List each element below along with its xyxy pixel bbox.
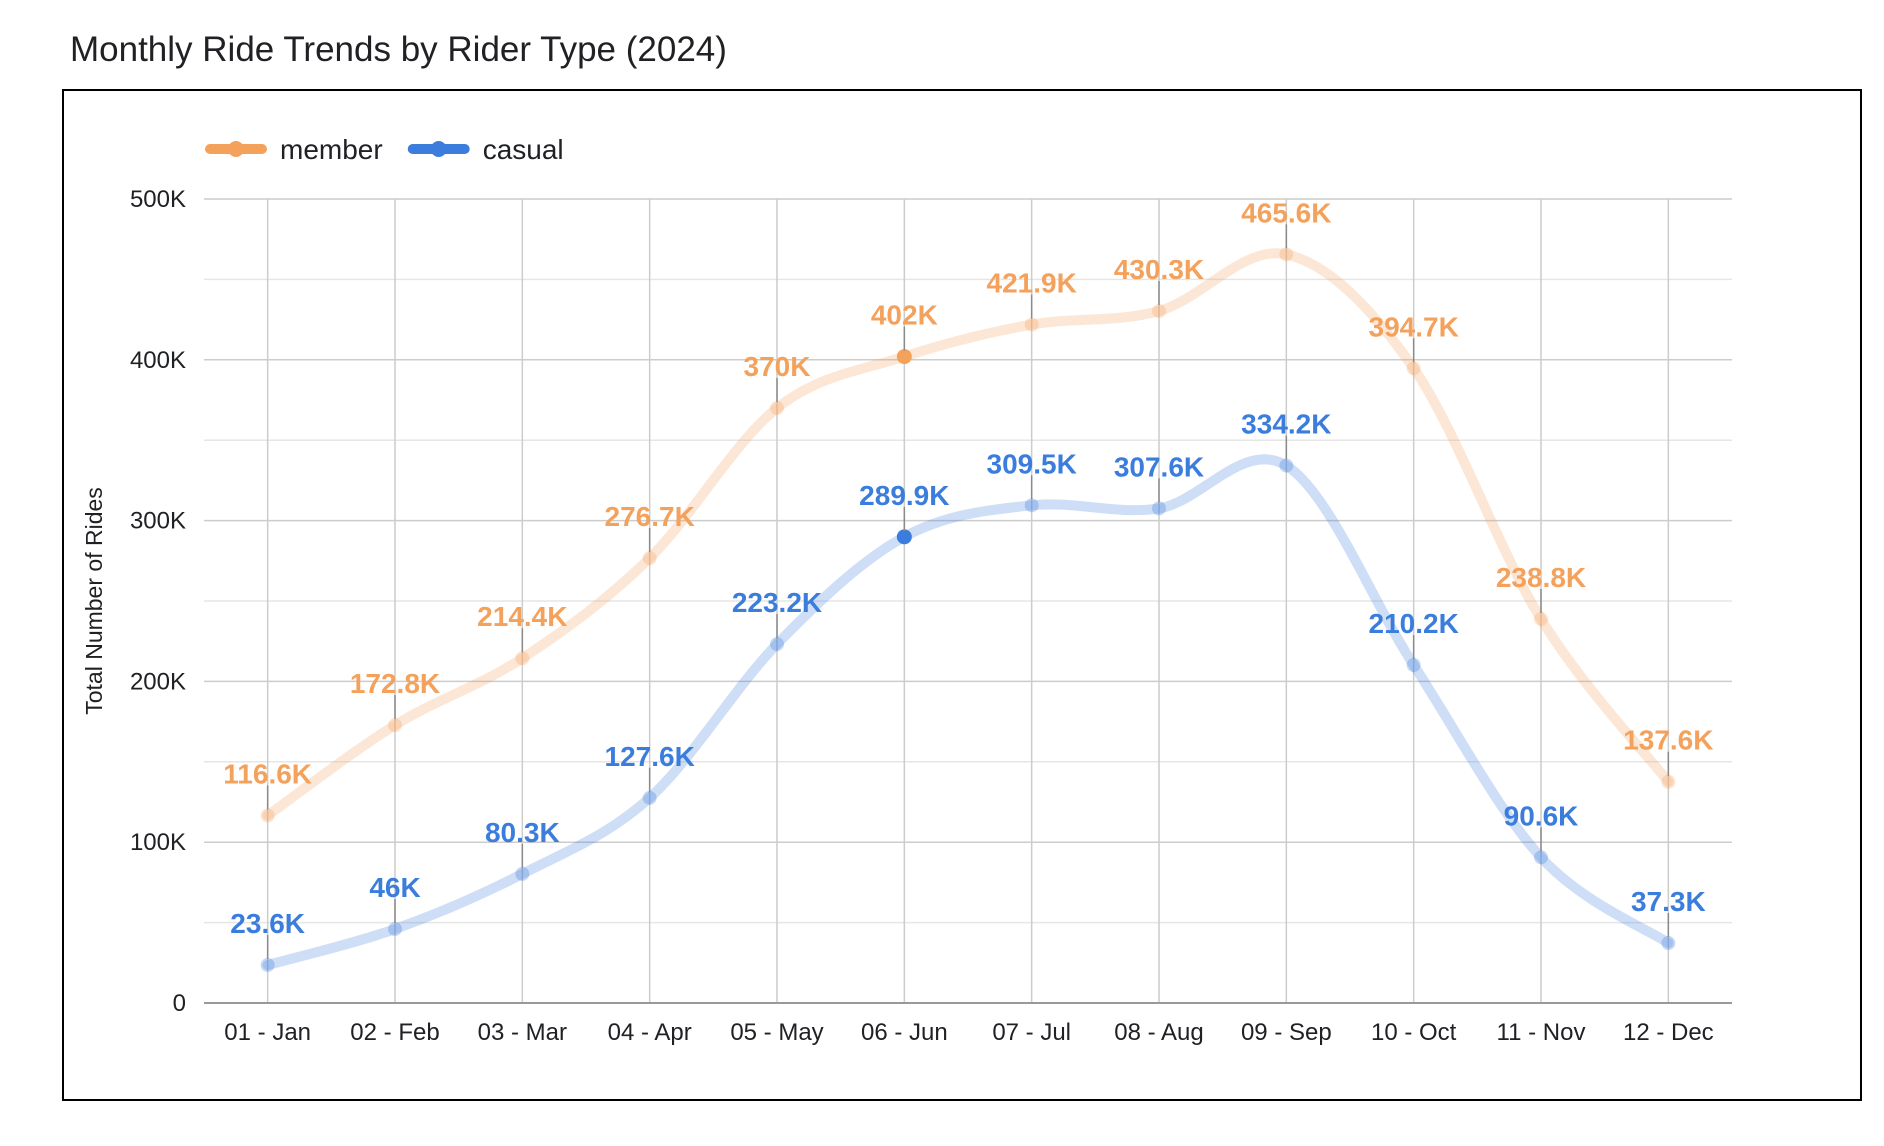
data-point-casual[interactable] xyxy=(1279,458,1294,473)
x-tick-label: 03 - Mar xyxy=(478,1019,567,1046)
data-label-member: 276.7K xyxy=(605,501,695,532)
data-point-casual[interactable] xyxy=(1152,501,1166,516)
data-point-casual[interactable] xyxy=(260,958,275,973)
y-tick-label: 300K xyxy=(130,508,186,535)
data-label-member: 421.9K xyxy=(987,268,1077,299)
y-tick-label: 100K xyxy=(130,829,186,856)
y-tick-label: 0 xyxy=(173,990,186,1017)
data-label-member: 430.3K xyxy=(1114,254,1204,285)
legend-label-casual: casual xyxy=(483,134,564,165)
data-point-casual[interactable] xyxy=(515,866,530,881)
data-label-member: 137.6K xyxy=(1623,725,1713,756)
y-axis-title: Total Number of Rides xyxy=(81,487,107,715)
x-tick-label: 04 - Apr xyxy=(608,1019,692,1046)
data-label-member: 238.8K xyxy=(1496,562,1586,593)
y-tick-label: 400K xyxy=(130,347,186,374)
data-label-casual: 307.6K xyxy=(1114,451,1204,482)
data-label-casual: 289.9K xyxy=(859,480,949,511)
x-tick-label: 07 - Jul xyxy=(992,1019,1071,1046)
x-tick-label: 01 - Jan xyxy=(224,1019,311,1046)
data-label-casual: 223.2K xyxy=(732,587,822,618)
data-label-member: 214.4K xyxy=(477,601,567,632)
data-label-casual: 127.6K xyxy=(605,741,695,772)
legend-label-member: member xyxy=(280,134,383,165)
data-label-casual: 46K xyxy=(369,872,420,903)
data-point-casual[interactable] xyxy=(1406,657,1421,672)
x-tick-label: 09 - Sep xyxy=(1241,1019,1332,1046)
data-label-member: 394.7K xyxy=(1369,311,1459,342)
data-point-casual[interactable] xyxy=(1534,850,1548,865)
data-point-casual[interactable] xyxy=(1661,936,1676,951)
data-point-casual[interactable] xyxy=(642,790,657,805)
legend-marker-member xyxy=(228,141,244,157)
data-label-casual: 210.2K xyxy=(1369,608,1459,639)
data-point-casual[interactable] xyxy=(896,529,912,545)
data-label-casual: 80.3K xyxy=(485,817,560,848)
legend-marker-casual xyxy=(430,141,447,157)
data-label-member: 370K xyxy=(744,351,811,382)
data-point-member[interactable] xyxy=(770,401,784,416)
data-point-member[interactable] xyxy=(515,651,530,666)
x-tick-label: 06 - Jun xyxy=(861,1019,948,1046)
data-point-member[interactable] xyxy=(260,808,275,823)
x-tick-label: 12 - Dec xyxy=(1623,1019,1714,1046)
data-point-member[interactable] xyxy=(1024,317,1039,332)
data-label-casual: 23.6K xyxy=(230,908,305,939)
series-line-member xyxy=(262,248,1674,821)
data-point-casual[interactable] xyxy=(388,922,402,937)
data-point-casual[interactable] xyxy=(1024,498,1039,513)
data-label-casual: 90.6K xyxy=(1504,800,1579,831)
x-tick-label: 05 - May xyxy=(730,1019,823,1046)
data-label-casual: 334.2K xyxy=(1241,409,1331,440)
data-point-member[interactable] xyxy=(1406,361,1421,376)
data-label-member: 465.6K xyxy=(1241,197,1331,228)
data-point-member[interactable] xyxy=(642,551,657,566)
chart-frame xyxy=(62,89,1862,1101)
data-label-member: 116.6K xyxy=(223,759,312,790)
series-line-casual xyxy=(262,454,1674,971)
y-tick-label: 200K xyxy=(130,668,186,695)
data-label-member: 172.8K xyxy=(350,668,440,699)
x-tick-label: 02 - Feb xyxy=(350,1019,439,1046)
data-point-member[interactable] xyxy=(1661,774,1676,789)
data-point-member[interactable] xyxy=(896,349,912,365)
y-tick-label: 500K xyxy=(130,186,186,213)
x-tick-label: 10 - Oct xyxy=(1371,1019,1457,1046)
data-point-member[interactable] xyxy=(1279,247,1294,262)
x-tick-label: 08 - Aug xyxy=(1114,1019,1203,1046)
chart-title: Monthly Ride Trends by Rider Type (2024) xyxy=(70,30,727,69)
data-point-member[interactable] xyxy=(1534,612,1548,627)
data-label-casual: 309.5K xyxy=(987,448,1077,479)
data-label-casual: 37.3K xyxy=(1631,886,1706,917)
x-tick-label: 11 - Nov xyxy=(1497,1019,1586,1046)
data-label-member: 402K xyxy=(871,300,938,331)
data-point-casual[interactable] xyxy=(770,637,784,652)
data-point-member[interactable] xyxy=(1152,304,1166,319)
data-point-member[interactable] xyxy=(388,718,402,733)
